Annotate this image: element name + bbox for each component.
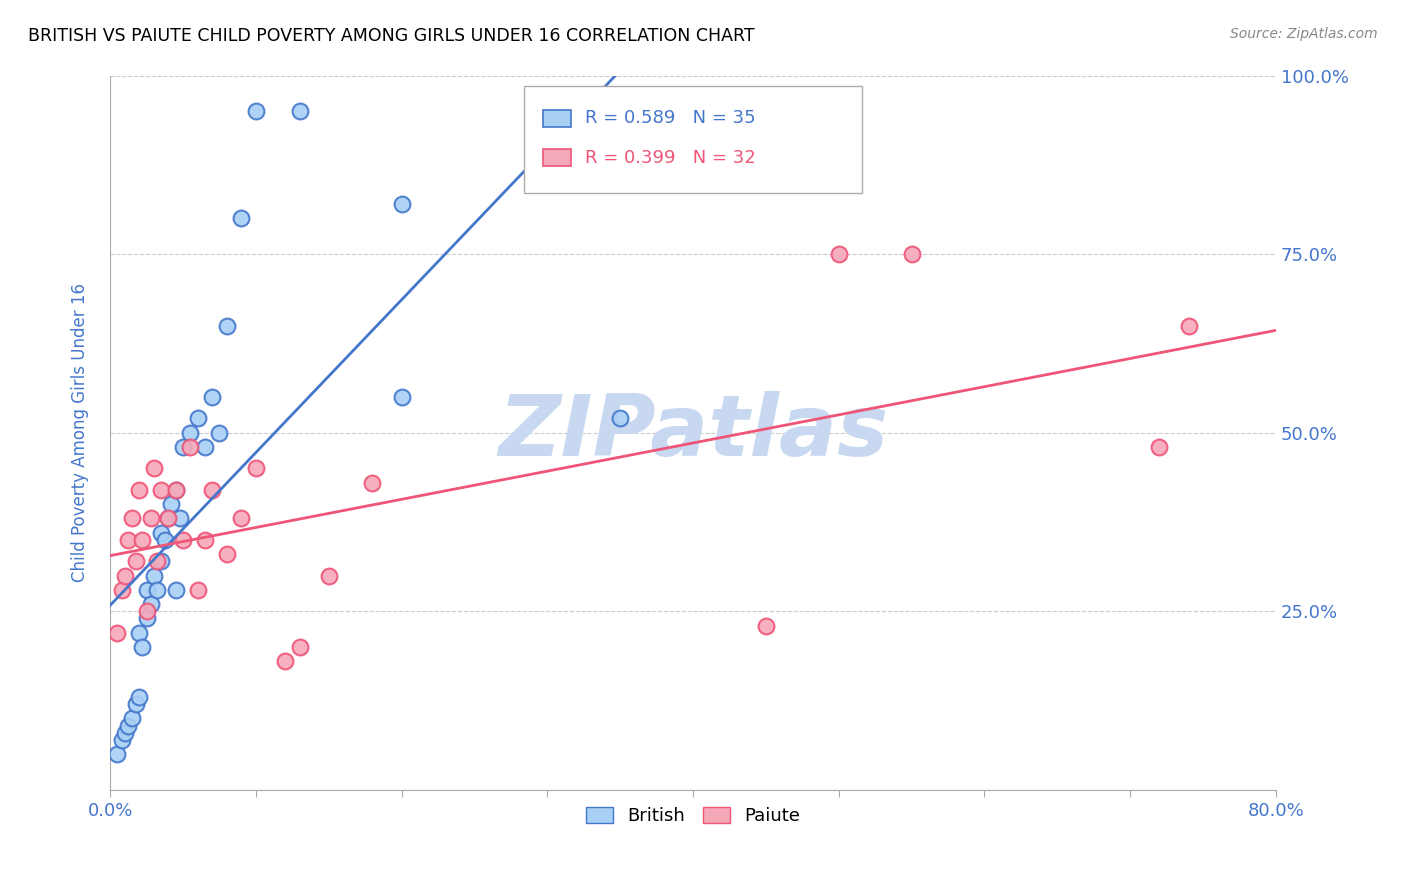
Point — [145, 582, 167, 597]
Point — [111, 582, 134, 597]
Point — [150, 554, 173, 568]
Point — [128, 483, 150, 497]
Point — [139, 511, 162, 525]
Point — [609, 411, 631, 425]
Point — [172, 440, 194, 454]
Point — [135, 582, 157, 597]
Point — [194, 533, 217, 547]
Point — [125, 697, 148, 711]
Point — [318, 568, 340, 582]
Point — [150, 525, 173, 540]
Point — [361, 475, 384, 490]
Point — [201, 390, 224, 404]
Point — [755, 618, 778, 632]
Point — [169, 511, 191, 525]
Point — [201, 483, 224, 497]
Point — [135, 604, 157, 618]
Legend: British, Paiute: British, Paiute — [576, 798, 810, 835]
Point — [186, 411, 208, 425]
FancyBboxPatch shape — [524, 87, 862, 194]
Text: R = 0.589   N = 35: R = 0.589 N = 35 — [585, 110, 755, 128]
Point — [179, 425, 201, 440]
Point — [157, 511, 180, 525]
Point — [215, 318, 238, 333]
Point — [288, 104, 311, 119]
Point — [186, 582, 208, 597]
Point — [125, 554, 148, 568]
Point — [194, 440, 217, 454]
Point — [131, 640, 153, 654]
Text: ZIPatlas: ZIPatlas — [498, 392, 889, 475]
Point — [274, 654, 297, 668]
Point — [391, 197, 413, 211]
Point — [155, 533, 177, 547]
Point — [131, 533, 153, 547]
Point — [165, 483, 187, 497]
Point — [900, 247, 922, 261]
Point — [117, 718, 139, 732]
Point — [128, 625, 150, 640]
Point — [179, 440, 201, 454]
Point — [150, 483, 173, 497]
Point — [117, 533, 139, 547]
Text: BRITISH VS PAIUTE CHILD POVERTY AMONG GIRLS UNDER 16 CORRELATION CHART: BRITISH VS PAIUTE CHILD POVERTY AMONG GI… — [28, 27, 755, 45]
Y-axis label: Child Poverty Among Girls Under 16: Child Poverty Among Girls Under 16 — [72, 284, 89, 582]
Point — [1149, 440, 1171, 454]
Point — [208, 425, 231, 440]
Point — [391, 390, 413, 404]
Point — [231, 511, 253, 525]
FancyBboxPatch shape — [543, 149, 571, 166]
Point — [135, 611, 157, 625]
Point — [172, 533, 194, 547]
Point — [105, 747, 128, 762]
Text: Source: ZipAtlas.com: Source: ZipAtlas.com — [1230, 27, 1378, 41]
Point — [215, 547, 238, 561]
Point — [145, 554, 167, 568]
Point — [828, 247, 851, 261]
Point — [142, 461, 165, 475]
Point — [121, 511, 143, 525]
Point — [142, 568, 165, 582]
Point — [165, 483, 187, 497]
Point — [1177, 318, 1199, 333]
Point — [165, 582, 187, 597]
Point — [157, 511, 180, 525]
Point — [231, 211, 253, 226]
Point — [105, 625, 128, 640]
Point — [121, 711, 143, 725]
Point — [128, 690, 150, 704]
Point — [114, 568, 136, 582]
Point — [288, 640, 311, 654]
Point — [111, 732, 134, 747]
Point — [139, 597, 162, 611]
Point — [245, 104, 267, 119]
Point — [245, 461, 267, 475]
FancyBboxPatch shape — [543, 110, 571, 127]
Point — [114, 725, 136, 739]
Point — [160, 497, 183, 511]
Text: R = 0.399   N = 32: R = 0.399 N = 32 — [585, 149, 755, 167]
